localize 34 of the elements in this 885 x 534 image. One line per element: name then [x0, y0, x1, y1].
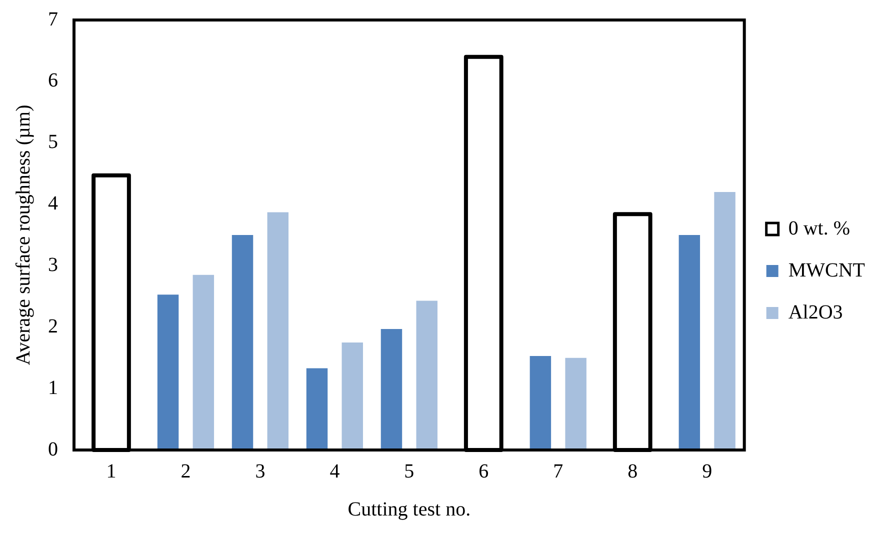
- y-tick-label: 5: [48, 131, 58, 154]
- bar: [232, 235, 254, 450]
- bar: [678, 235, 700, 450]
- bar: [380, 328, 402, 450]
- bar: [157, 294, 179, 450]
- x-tick-label: 2: [180, 460, 191, 482]
- x-tick-label: 7: [553, 460, 564, 482]
- bar: [565, 358, 586, 450]
- y-tick-label: 6: [48, 70, 58, 92]
- y-tick-label: 7: [48, 8, 58, 30]
- bar: [530, 356, 552, 450]
- y-axis-title: Average surface roughness (µm): [12, 104, 34, 366]
- y-tick-label: 2: [48, 315, 58, 338]
- y-tick-label: 1: [48, 376, 58, 399]
- bar: [342, 342, 363, 450]
- x-tick-label: 1: [106, 460, 116, 482]
- x-tick-label: 3: [255, 460, 266, 482]
- bar: [714, 192, 736, 450]
- x-axis-title: Cutting test no.: [348, 498, 471, 520]
- x-tick-label: 6: [478, 460, 489, 482]
- x-tick-label: 5: [404, 460, 414, 482]
- x-tick-label: 4: [330, 460, 340, 482]
- x-tick-label: 8: [628, 460, 638, 482]
- bar: [192, 274, 214, 450]
- bar: [267, 212, 289, 450]
- x-tick-label: 9: [702, 460, 712, 482]
- y-tick-label: 0: [48, 438, 58, 460]
- y-tick-label: 4: [48, 192, 58, 215]
- legend-label: 0 wt. %: [788, 217, 850, 240]
- bar: [416, 300, 438, 450]
- y-tick-label: 3: [48, 254, 58, 276]
- bar: [306, 368, 328, 450]
- legend-label: MWCNT: [788, 259, 866, 282]
- legend-label: Al2O3: [788, 301, 843, 324]
